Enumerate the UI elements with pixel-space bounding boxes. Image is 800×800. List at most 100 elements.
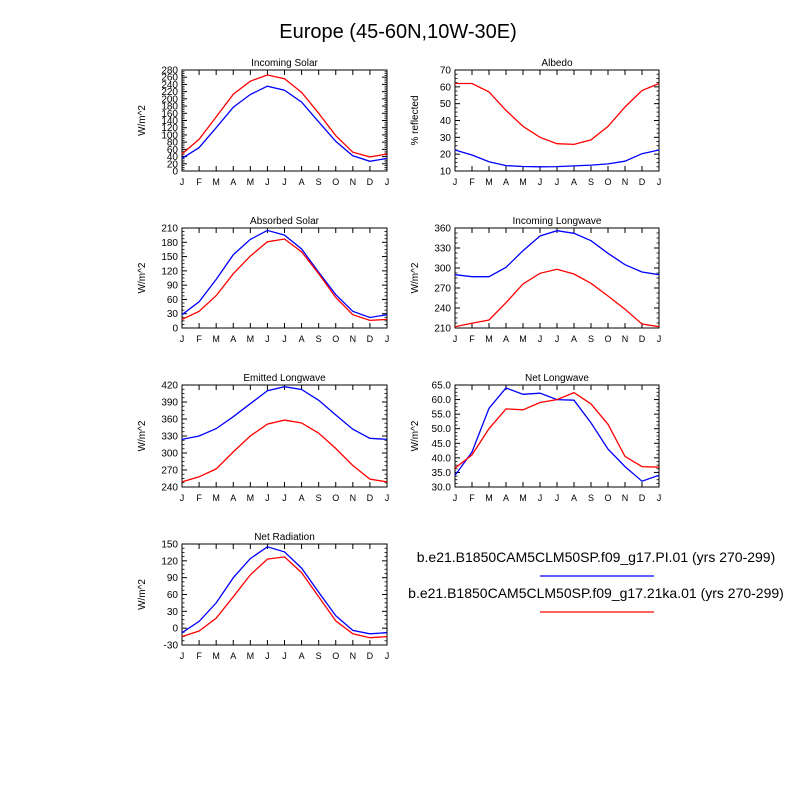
panel-emitted-longwave-xtick-label: J bbox=[385, 493, 390, 503]
panel-incoming-solar: Incoming Solar W/m^2 020406080100120140160… bbox=[137, 58, 389, 187]
panel-incoming-solar-xtick-label: J bbox=[265, 177, 270, 187]
panel-albedo-xtick-label: N bbox=[622, 177, 629, 187]
panel-incoming-longwave-xtick-label: F bbox=[469, 334, 475, 344]
panel-net-radiation-xtick-label: F bbox=[196, 651, 202, 661]
panel-albedo-xtick-label: O bbox=[604, 177, 611, 187]
panel-incoming-solar-ytick-label: 120 bbox=[161, 123, 178, 134]
panel-incoming-solar-xtick-label: O bbox=[332, 177, 339, 187]
panel-incoming-longwave-ytick-label: 210 bbox=[434, 324, 451, 335]
panel-net-longwave-frame bbox=[454, 384, 660, 488]
legend: b.e21.B1850CAM5CLM50SP.f09_g17.PI.01 (yr… bbox=[408, 549, 784, 613]
panel-incoming-longwave-xtick-label: J bbox=[538, 334, 543, 344]
panel-absorbed-solar-xtick-label: J bbox=[282, 334, 287, 344]
panel-emitted-longwave-ytick-label: 330 bbox=[161, 432, 178, 443]
panel-incoming-solar-ytick-label: 80 bbox=[167, 138, 179, 149]
panel-incoming-longwave: Incoming Longwave W/m^2 210 240 270 300 330 360… bbox=[410, 216, 661, 344]
panel-albedo-ytick-label: 30 bbox=[440, 133, 452, 144]
panel-absorbed-solar-xtick-label: M bbox=[247, 334, 255, 344]
panel-absorbed-solar-xtick-label: M bbox=[212, 334, 220, 344]
panel-absorbed-solar-xtick-label: J bbox=[265, 334, 270, 344]
panel-emitted-longwave-ytick-label: 270 bbox=[161, 466, 178, 477]
panel-incoming-longwave-ytick-label: 300 bbox=[434, 264, 451, 275]
panel-net-radiation-title: Net Radiation bbox=[254, 532, 315, 543]
panel-albedo-xtick-label: M bbox=[485, 177, 493, 187]
panel-incoming-longwave-ytick-label: 330 bbox=[434, 244, 451, 255]
panel-net-radiation-xtick-label: D bbox=[367, 651, 374, 661]
panel-absorbed-solar-xtick-label: D bbox=[367, 334, 374, 344]
panel-incoming-solar-xtick-label: A bbox=[299, 177, 305, 187]
panel-absorbed-solar-series-case2-line bbox=[181, 238, 388, 322]
panel-emitted-longwave-xtick-label: A bbox=[299, 493, 305, 503]
panel-absorbed-solar-ytick-label: 0 bbox=[172, 324, 178, 335]
panel-incoming-longwave-series-case2-line bbox=[454, 268, 660, 328]
panel-incoming-solar-ytick-label: 60 bbox=[167, 145, 179, 156]
panel-net-longwave-xtick-label: O bbox=[604, 493, 611, 503]
panel-absorbed-solar-ytick-label: 90 bbox=[167, 281, 179, 292]
panel-emitted-longwave-ytick-label: 420 bbox=[161, 381, 178, 392]
panel-incoming-longwave-ylabel: W/m^2 bbox=[410, 262, 421, 293]
panel-incoming-solar-xtick-label: M bbox=[247, 177, 255, 187]
panel-albedo-ytick-label: 10 bbox=[440, 167, 452, 178]
panel-net-radiation-ytick-label: 150 bbox=[161, 540, 178, 551]
panel-albedo-xtick-label: M bbox=[519, 177, 527, 187]
panel-absorbed-solar-xtick-label: S bbox=[316, 334, 322, 344]
panel-net-longwave-ytick-label: 45.0 bbox=[432, 439, 452, 450]
panel-albedo-xtick-label: J bbox=[453, 177, 458, 187]
panel-net-longwave-ytick-label: 60.0 bbox=[432, 395, 452, 406]
panel-absorbed-solar-xtick-label: O bbox=[332, 334, 339, 344]
panel-net-radiation-xtick-label: J bbox=[265, 651, 270, 661]
panel-emitted-longwave-xtick-label: N bbox=[350, 493, 357, 503]
panel-incoming-longwave-xtick-label: M bbox=[519, 334, 527, 344]
panel-absorbed-solar-xtick-label: N bbox=[350, 334, 357, 344]
panel-incoming-solar-ytick-label: 100 bbox=[161, 130, 178, 141]
panel-incoming-solar-ytick-label: 260 bbox=[161, 73, 178, 84]
panel-incoming-solar-xtick-label: F bbox=[196, 177, 202, 187]
panel-absorbed-solar-ytick-label: 120 bbox=[161, 266, 178, 277]
panel-net-radiation-series-case1-line bbox=[181, 546, 388, 635]
legend-label-case1: b.e21.B1850CAM5CLM50SP.f09_g17.PI.01 (yr… bbox=[417, 549, 776, 565]
panel-net-longwave-xtick-label: S bbox=[588, 493, 594, 503]
panel-net-radiation-series-case2-line bbox=[181, 556, 388, 639]
panel-absorbed-solar-ytick-label: 180 bbox=[161, 238, 178, 249]
panel-emitted-longwave-frame bbox=[181, 384, 388, 488]
panel-net-radiation-ytick-label: 120 bbox=[161, 556, 178, 567]
panel-incoming-longwave-xtick-label: A bbox=[503, 334, 509, 344]
panel-incoming-longwave-xtick-label: A bbox=[571, 334, 577, 344]
panel-albedo-ylabel: % reflected bbox=[410, 95, 421, 145]
panel-emitted-longwave-series-case2-line bbox=[181, 419, 388, 483]
panel-incoming-solar-ytick-label: 0 bbox=[172, 167, 178, 178]
panel-albedo-frame bbox=[454, 69, 660, 172]
legend-label-case2: b.e21.B1850CAM5CLM50SP.f09_g17.21ka.01 (… bbox=[408, 585, 784, 601]
panel-incoming-longwave-xtick-label: M bbox=[485, 334, 493, 344]
panel-incoming-longwave-series-case1-line bbox=[454, 230, 660, 278]
panel-net-radiation-xtick-label: J bbox=[385, 651, 390, 661]
panel-incoming-solar-series-case2-line bbox=[181, 74, 388, 158]
panel-net-longwave-xtick-label: N bbox=[622, 493, 629, 503]
panel-albedo-title: Albedo bbox=[541, 58, 573, 69]
panel-incoming-solar-title: Incoming Solar bbox=[251, 58, 318, 69]
panel-incoming-solar-series-case1-line bbox=[181, 85, 388, 162]
panel-incoming-longwave-ytick-label: 240 bbox=[434, 304, 451, 315]
panel-absorbed-solar-xtick-label: J bbox=[180, 334, 185, 344]
figure-title: Europe (45-60N,10W-30E) bbox=[279, 21, 517, 43]
panel-emitted-longwave-ytick-label: 240 bbox=[161, 483, 178, 494]
panel-albedo-ytick-label: 60 bbox=[440, 82, 452, 93]
panel-absorbed-solar-xtick-label: A bbox=[299, 334, 305, 344]
panel-net-longwave-xtick-label: M bbox=[485, 493, 493, 503]
panel-absorbed-solar-series-case1-line bbox=[181, 229, 388, 319]
panel-net-longwave: Net Longwave W/m^2 30.0 35.0 40.0 45.0 50.0 55.… bbox=[410, 373, 661, 503]
panel-incoming-solar-xtick-label: J bbox=[180, 177, 185, 187]
panel-incoming-longwave-ytick-label: 270 bbox=[434, 284, 451, 295]
panel-net-longwave-ytick-label: 50.0 bbox=[432, 424, 452, 435]
panel-albedo-xtick-label: D bbox=[639, 177, 646, 187]
panel-net-longwave-title: Net Longwave bbox=[525, 373, 589, 384]
panel-net-radiation-ylabel: W/m^2 bbox=[137, 579, 148, 610]
panel-net-longwave-xtick-label: J bbox=[538, 493, 543, 503]
panel-incoming-longwave-xtick-label: O bbox=[604, 334, 611, 344]
panel-incoming-solar-xtick-label: J bbox=[385, 177, 390, 187]
panel-incoming-solar-xtick-label: D bbox=[367, 177, 374, 187]
panel-net-radiation-xtick-label: M bbox=[212, 651, 220, 661]
